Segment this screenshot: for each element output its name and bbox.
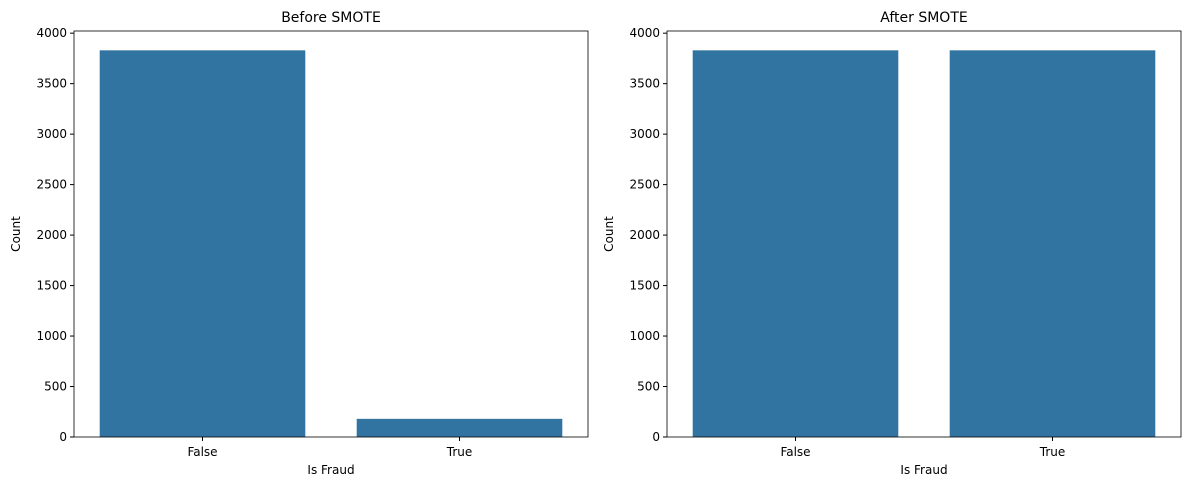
y-tick-label: 0 — [652, 430, 660, 444]
x-tick-label: True — [446, 445, 473, 459]
y-tick-label: 1000 — [629, 329, 660, 343]
y-axis-label: Count — [602, 216, 616, 252]
axes-frame — [73, 30, 589, 438]
y-tick-label: 500 — [637, 380, 660, 394]
y-tick-label: 2500 — [36, 178, 67, 192]
bar — [692, 50, 899, 437]
y-tick-label: 1000 — [36, 329, 67, 343]
y-tick-label: 2500 — [629, 178, 660, 192]
bar — [949, 50, 1156, 437]
axes-frame — [666, 30, 1182, 438]
x-tick-label: False — [187, 445, 217, 459]
x-axis-label: Is Fraud — [307, 463, 354, 477]
bar — [99, 50, 306, 437]
bar — [356, 418, 563, 437]
y-tick-label: 3500 — [629, 77, 660, 91]
y-tick-label: 3000 — [629, 127, 660, 141]
y-tick-label: 3000 — [36, 127, 67, 141]
x-tick-label: False — [780, 445, 810, 459]
y-tick-label: 4000 — [629, 26, 660, 40]
y-tick-label: 0 — [59, 430, 67, 444]
y-tick-label: 2000 — [629, 228, 660, 242]
y-tick-label: 500 — [44, 380, 67, 394]
chart-title: After SMOTE — [880, 10, 967, 26]
y-tick-label: 2000 — [36, 228, 67, 242]
y-tick-label: 4000 — [36, 26, 67, 40]
y-tick-label: 1500 — [36, 279, 67, 293]
x-tick-label: True — [1039, 445, 1066, 459]
y-axis-label: Count — [9, 216, 23, 252]
x-axis-label: Is Fraud — [900, 463, 947, 477]
chart-title: Before SMOTE — [281, 10, 381, 26]
y-tick-label: 3500 — [36, 77, 67, 91]
y-tick-label: 1500 — [629, 279, 660, 293]
